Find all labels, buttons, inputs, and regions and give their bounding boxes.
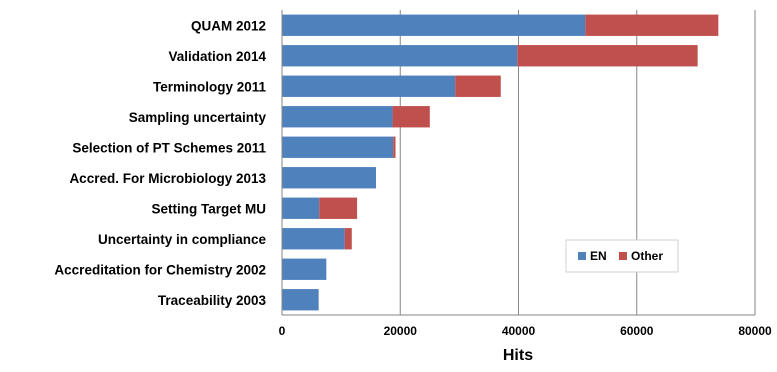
bar-en [282,228,345,250]
bar-en [282,106,393,128]
legend-swatch-en [578,252,586,260]
y-tick-label: Traceability 2003 [158,293,267,308]
x-axis-title: Hits [503,347,533,364]
bar-en [282,75,456,97]
x-tick-label: 20000 [384,324,418,338]
y-tick-label: Accreditation for Chemistry 2002 [54,262,266,277]
y-tick-label: Selection of PT Schemes 2011 [72,140,266,155]
bar-en [282,45,518,67]
y-tick-label: Uncertainty in compliance [98,232,267,247]
x-tick-labels: 0 20000 40000 60000 80000 [279,324,772,338]
y-tick-label: Validation 2014 [168,49,266,64]
legend: EN Other [565,239,679,273]
bar-en [282,289,319,311]
bar-en [282,136,394,158]
x-tick-label: 60000 [620,324,654,338]
bar-other [392,106,430,128]
legend-label-en: EN [590,249,607,263]
bar-en [282,14,586,36]
y-tick-label: Sampling uncertainty [129,110,267,125]
x-tick-label: 40000 [502,324,536,338]
y-tick-label: Terminology 2011 [153,79,267,94]
y-tick-label: Accred. For Microbiology 2013 [69,171,266,186]
bar-other [455,75,501,97]
y-tick-label: QUAM 2012 [191,18,266,33]
bar-other [393,136,396,158]
y-tick-labels: QUAM 2012 Validation 2014 Terminology 2011… [54,18,266,308]
legend-label-other: Other [631,249,663,263]
bar-en [282,258,327,280]
x-tick-label: 0 [279,324,286,338]
bars [282,14,719,311]
bar-en [282,167,377,189]
legend-swatch-other [619,252,627,260]
y-tick-label: Setting Target MU [152,201,267,216]
bar-other [344,228,352,250]
bar-en [282,197,320,219]
bar-other [585,14,719,36]
bar-other [319,197,358,219]
x-tick-label: 80000 [738,324,772,338]
bar-other [517,45,698,67]
